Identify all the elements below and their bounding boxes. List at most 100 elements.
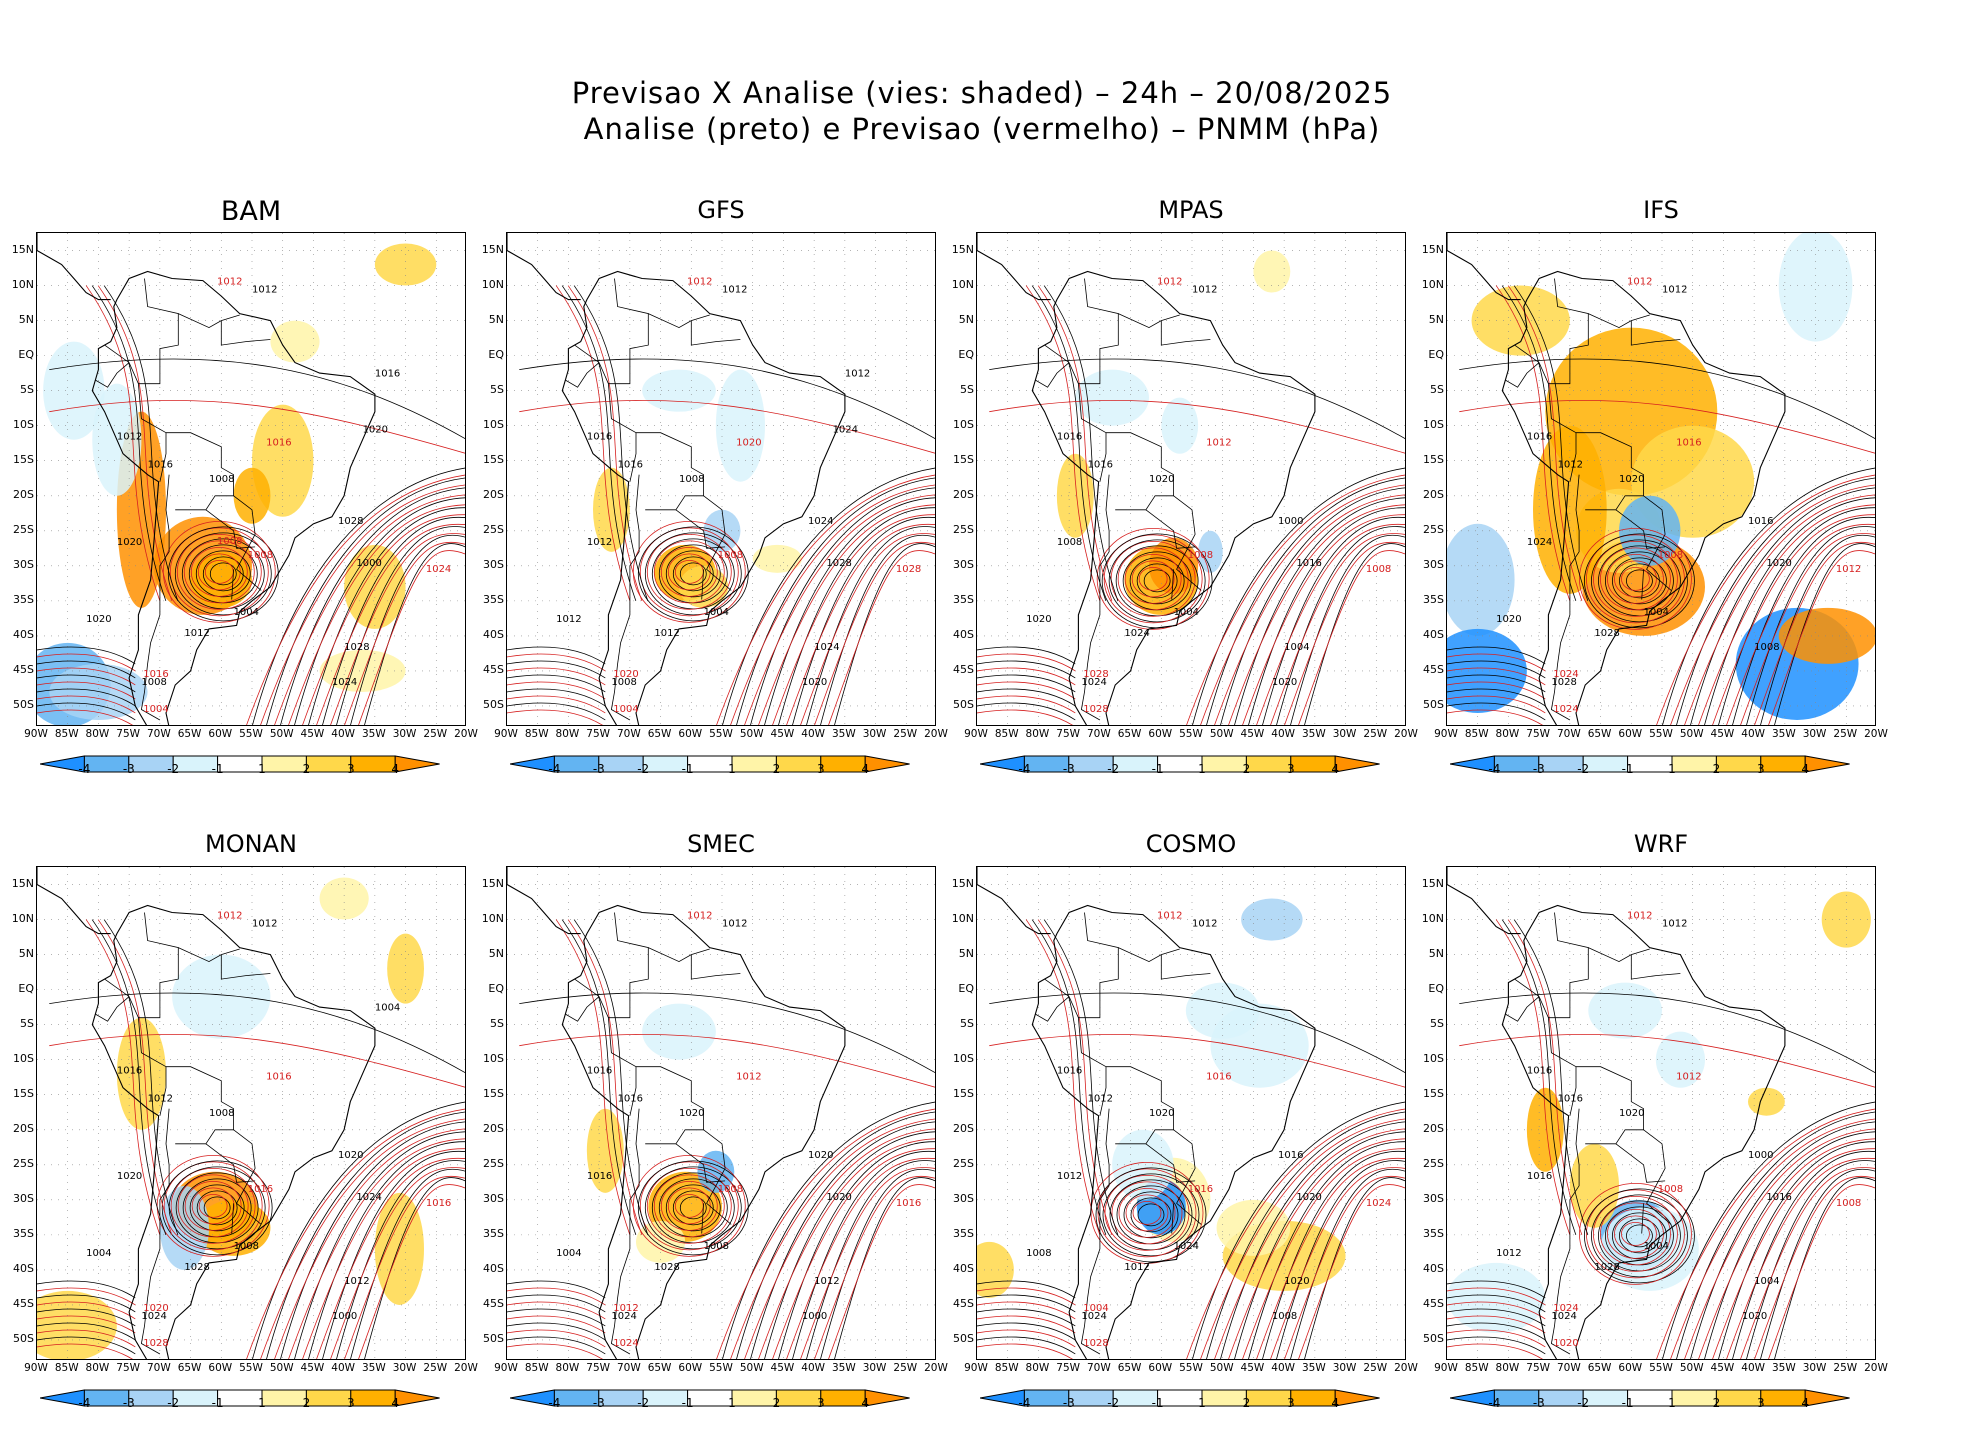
isobar-label: 1016 — [426, 1198, 451, 1209]
isobar-analysis — [364, 543, 465, 725]
colorbar-label: 2 — [302, 1396, 311, 1410]
isobar-forecast — [1579, 1182, 1692, 1285]
isobar-forecast — [646, 1167, 732, 1244]
lon-tick-label: 55W — [239, 1362, 263, 1374]
isobar-label: 1016 — [587, 1066, 612, 1077]
isobar-label: 1008 — [248, 550, 273, 561]
isobar-forecast — [716, 1108, 935, 1359]
coastline-south-america — [1501, 904, 1786, 1359]
lon-tick-label: 85W — [524, 1362, 549, 1374]
lon-tick-label: 45W — [770, 728, 795, 740]
isobar-label: 1020 — [1284, 1276, 1309, 1287]
isobar-analysis — [1220, 1121, 1405, 1359]
colorbar-swatch — [394, 1389, 440, 1407]
lon-tick-label: 20W — [454, 1362, 478, 1374]
isobar-analysis — [834, 1177, 935, 1359]
lat-tick-label: 5S — [20, 1016, 34, 1030]
colorbar-label: -2 — [1577, 1396, 1590, 1410]
isobar-analysis — [294, 497, 465, 725]
isobar-label: 1016 — [143, 669, 168, 680]
isobar-south — [37, 1336, 136, 1355]
lat-tick-label: 5N — [1428, 312, 1444, 326]
lon-tick-label: 45W — [1240, 728, 1265, 740]
lat-tick-label: 15S — [483, 1086, 504, 1100]
lat-tick-label: 50S — [1423, 697, 1444, 711]
isobar-label: 1012 — [722, 919, 747, 930]
isobar-label: 1020 — [613, 669, 638, 680]
lat-tick-label: 50S — [13, 1331, 34, 1345]
lat-tick-label: 25S — [13, 522, 34, 536]
isobar-label: 1008 — [1366, 564, 1391, 575]
lat-tick-label: 35S — [953, 1226, 974, 1240]
isobar-analysis — [336, 1160, 465, 1359]
lat-tick-label: 15N — [951, 242, 974, 256]
isobar-forecast — [1270, 1167, 1405, 1359]
isobar-forecast — [653, 540, 725, 604]
isobar-south — [1447, 1280, 1546, 1299]
bias-shading-area — [1253, 250, 1291, 293]
isobar-forecast — [1586, 1189, 1685, 1279]
lat-tick-label: 10S — [1423, 1051, 1444, 1065]
isobar-label: 1016 — [375, 369, 400, 380]
lon-tick-label: 90W — [24, 728, 48, 740]
country-border — [690, 954, 741, 980]
isobar-andes — [103, 919, 179, 1236]
isobar-andes — [561, 285, 637, 602]
isobar-analysis — [1095, 1167, 1207, 1263]
isobar-label: 1024 — [141, 1311, 166, 1322]
isobar-analysis — [1129, 557, 1185, 605]
lat-tick-label: 35S — [13, 1226, 34, 1240]
isobar-analysis — [736, 477, 935, 725]
colorbar-swatch — [1334, 1389, 1380, 1407]
isobar-analysis — [1746, 526, 1875, 725]
isobar-analysis — [1760, 534, 1875, 725]
isobar-analysis — [806, 1160, 935, 1359]
isobar-analysis — [1192, 1101, 1405, 1359]
colorbar — [1449, 754, 1850, 784]
isobar-forecast — [274, 494, 465, 725]
country-border — [1160, 320, 1211, 346]
lon-tick-label: 90W — [24, 1362, 48, 1374]
isobar-andes — [1043, 919, 1119, 1236]
isobar-analysis — [679, 1196, 707, 1220]
isobar-label: 1016 — [248, 1184, 273, 1195]
lon-tick-label: 55W — [709, 1362, 733, 1374]
lat-tick-label: 30S — [483, 557, 504, 571]
lat-tick-label: 15N — [951, 876, 974, 890]
isobar-label: 1024 — [1553, 1303, 1578, 1314]
lat-tick-label: 5N — [958, 312, 974, 326]
isobar-analysis — [1304, 1177, 1405, 1359]
isobar-label: 1016 — [266, 1072, 291, 1083]
isobar-south — [977, 1322, 1076, 1341]
isobar-label: 1012 — [1192, 285, 1217, 296]
lat-tick-label: 35S — [13, 592, 34, 606]
bias-shading-area — [1655, 1031, 1705, 1088]
isobar-label: 1020 — [352, 725, 377, 726]
isobar-forecast — [639, 1161, 739, 1251]
panel-title: BAM — [220, 196, 282, 227]
lat-tick-label: 20S — [953, 487, 974, 501]
colorbar-label: -1 — [1621, 762, 1634, 776]
isobar-south — [977, 681, 1076, 700]
isobar-label: 1012 — [1157, 911, 1182, 922]
isobar-label: 1024 — [833, 425, 858, 436]
coastline-south-america — [1031, 904, 1316, 1359]
isobar-south — [1447, 667, 1546, 686]
isobar-analysis — [644, 532, 742, 616]
isobar-label: 1028 — [1083, 669, 1108, 680]
colorbar-label: -4 — [548, 1396, 561, 1410]
isobar-analysis — [1136, 563, 1178, 599]
isobar-forecast — [653, 1174, 725, 1238]
country-border — [220, 320, 271, 346]
lat-tick-label: EQ — [958, 347, 974, 361]
lon-tick-label: 90W — [1434, 1362, 1458, 1374]
lon-tick-label: 35W — [1301, 728, 1326, 740]
isobar-forecast — [1670, 1118, 1875, 1359]
lon-tick-label: 80W — [1495, 728, 1520, 740]
bias-shading-area — [1185, 982, 1260, 1039]
isobar-forecast — [1096, 527, 1210, 630]
lon-tick-label: 75W — [586, 1362, 611, 1374]
isobar-analysis — [1262, 1150, 1405, 1359]
isobar-label: 1020 — [1272, 677, 1297, 688]
lon-tick-label: 55W — [239, 728, 263, 740]
